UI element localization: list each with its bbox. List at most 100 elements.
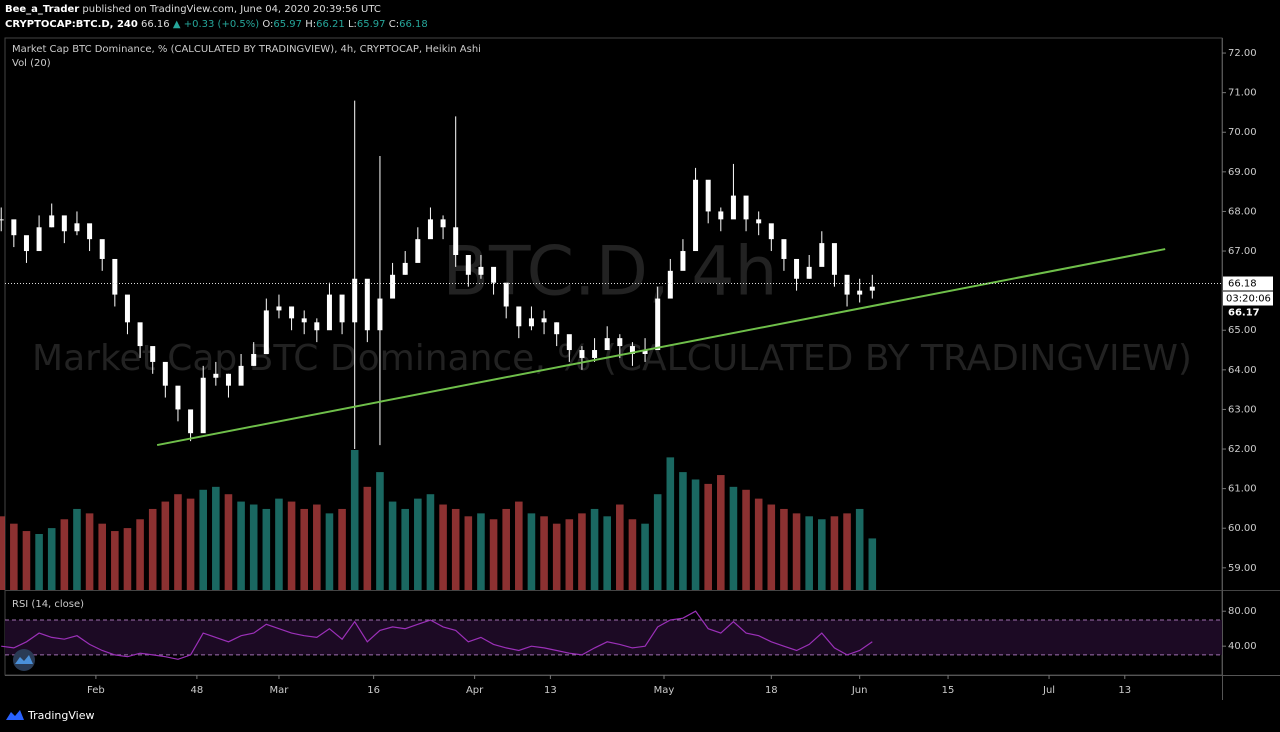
trendline	[156, 248, 1166, 447]
published: published on TradingView.com, June 04, 2…	[82, 4, 381, 15]
y-tick-label: 71.00	[1228, 88, 1257, 99]
volume-bar	[287, 501, 296, 590]
candle-body	[528, 318, 534, 327]
candle-body	[188, 409, 194, 434]
x-tick-label: 48	[191, 685, 204, 696]
volume-bar	[35, 534, 43, 590]
volume-bar	[136, 519, 144, 590]
volume-bar	[780, 508, 788, 590]
volume-bar	[830, 516, 839, 590]
candle-body	[566, 334, 572, 351]
candle-body	[377, 298, 383, 331]
candle-body	[390, 274, 396, 299]
logo-badge[interactable]	[13, 649, 35, 671]
candle-body	[844, 274, 850, 295]
rsi-tick-label: 80.00	[1228, 606, 1257, 617]
volume-bar	[10, 523, 18, 590]
candle-body	[667, 270, 673, 299]
candle-body	[705, 179, 711, 212]
candle-body	[137, 322, 143, 347]
h-label: H:	[305, 19, 317, 30]
candle-body	[23, 235, 29, 252]
volume-bar	[603, 516, 611, 590]
brand: TradingView	[27, 709, 94, 722]
rsi-line	[1, 610, 873, 660]
y-tick-label: 67.00	[1228, 246, 1257, 257]
volume-bar	[237, 501, 245, 590]
candle-body	[415, 239, 421, 263]
volume-bar	[98, 523, 106, 590]
y-tick-label: 62.00	[1228, 444, 1257, 455]
candle-body	[61, 215, 67, 232]
volume-bar	[679, 472, 687, 590]
candle-body	[730, 195, 736, 220]
volume-bar	[0, 516, 6, 590]
volume-bar	[843, 513, 851, 590]
volume-bar	[174, 494, 182, 590]
volume-bar	[489, 519, 498, 590]
volume-bar	[439, 504, 447, 590]
watermark-symbol: BTC.D, 4h	[442, 233, 777, 312]
y-tick-label: 69.00	[1228, 167, 1257, 178]
candle-body	[36, 227, 42, 252]
candle-body	[831, 243, 837, 275]
volume-bar	[729, 486, 738, 590]
legend-title: Market Cap BTC Dominance, % (CALCULATED …	[12, 44, 481, 55]
x-tick-label: 13	[544, 685, 557, 696]
candle-body	[263, 310, 269, 354]
volume-bar	[313, 504, 321, 590]
x-tick-label: Feb	[87, 685, 105, 696]
volume-bar	[616, 504, 624, 590]
volume-bar	[414, 498, 422, 590]
volume-bar	[22, 531, 31, 590]
countdown-box	[1223, 291, 1273, 306]
candle-body	[794, 258, 800, 279]
candle-body	[225, 373, 231, 386]
volume-bar	[805, 516, 813, 590]
candle-body	[352, 278, 358, 323]
y-tick-label: 65.00	[1228, 325, 1257, 336]
candle-body	[869, 286, 875, 291]
candle-body	[289, 306, 295, 319]
volume-bar	[111, 531, 119, 590]
volume-bar	[262, 508, 271, 590]
candle-body	[806, 266, 812, 279]
brand-icon	[6, 710, 24, 720]
candle-body	[11, 219, 17, 236]
l-label: L:	[347, 19, 357, 30]
volume-bar	[148, 508, 157, 590]
candle-body	[200, 377, 206, 434]
y-tick-label: 61.00	[1228, 484, 1257, 495]
legend-volume: Vol (20)	[12, 58, 51, 69]
y-tick-label: 70.00	[1228, 127, 1257, 138]
volume-bar	[792, 513, 801, 590]
rsi-band	[5, 619, 1222, 655]
volume-bar	[565, 519, 574, 590]
l: 65.97	[356, 19, 386, 30]
volume-bar	[653, 494, 662, 590]
y-tick-label: 63.00	[1228, 404, 1257, 415]
candle-body	[49, 215, 55, 228]
candle-body	[326, 294, 332, 331]
candle-body	[465, 254, 471, 275]
volume-bar	[249, 504, 258, 590]
candle-body	[478, 266, 484, 275]
y-tick-label: 59.00	[1228, 563, 1257, 574]
volume-bar	[376, 472, 384, 590]
x-tick-label: 15	[942, 685, 955, 696]
volume-bar	[691, 479, 700, 590]
volume-bar	[161, 501, 170, 590]
volume-bar	[641, 523, 649, 590]
volume-bar	[515, 501, 523, 590]
candle-body	[124, 294, 130, 323]
volume-bar	[275, 498, 283, 590]
candle-body	[617, 338, 623, 347]
volume-bar	[717, 475, 725, 590]
volume-bar	[73, 508, 81, 590]
candle-body	[238, 365, 244, 386]
volume-bar	[754, 498, 763, 590]
volume-bar	[540, 516, 548, 590]
candle-body	[503, 282, 509, 307]
candle-body	[516, 306, 522, 327]
